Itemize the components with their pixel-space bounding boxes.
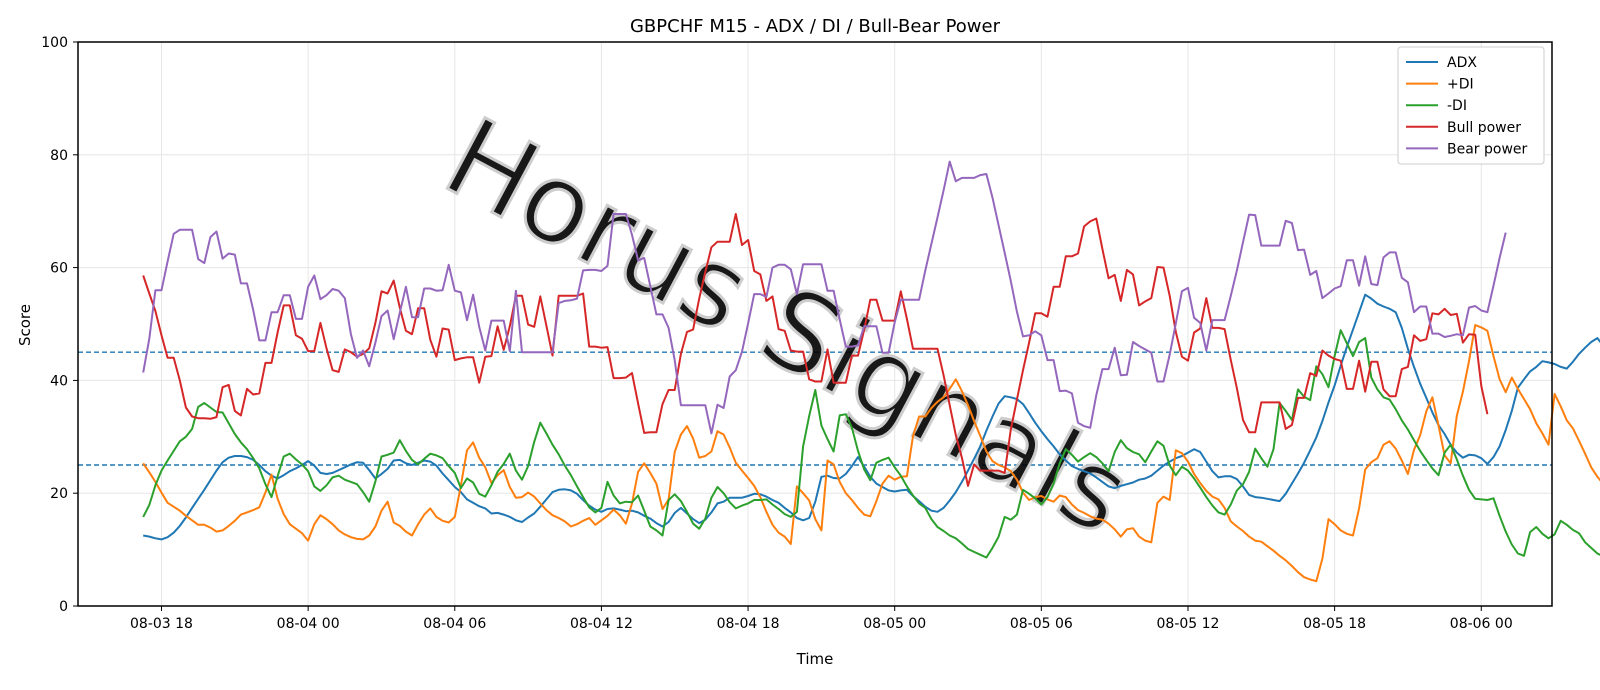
y-tick-label: 100 <box>41 35 68 51</box>
legend-label: -DI <box>1447 98 1467 114</box>
legend-label: Bear power <box>1447 141 1528 157</box>
x-axis-ticks: 08-03 18 08-04 00 08-04 06 08-04 12 08-04 18… <box>130 606 1513 632</box>
legend-items: ADX +DI -DI Bull power Bear power <box>1406 55 1528 157</box>
y-tick-label: 80 <box>50 148 68 164</box>
x-tick-label: 08-05 12 <box>1157 616 1220 632</box>
x-tick-label: 08-03 18 <box>130 616 193 632</box>
y-axis-ticks: 0 20 40 60 80 100 <box>41 35 78 615</box>
x-tick-label: 08-05 06 <box>1010 616 1073 632</box>
series-line-bear-power <box>142 160 1507 435</box>
y-tick-label: 60 <box>50 261 68 277</box>
legend-label: Bull power <box>1447 120 1521 136</box>
x-tick-label: 08-05 18 <box>1303 616 1366 632</box>
x-tick-label: 08-05 00 <box>863 616 926 632</box>
legend-box <box>1397 46 1545 165</box>
y-tick-label: 0 <box>59 599 68 615</box>
y-axis-label: Score <box>16 304 34 346</box>
plot-frame <box>77 41 1553 607</box>
series-line-di <box>142 329 1600 559</box>
legend-label: ADX <box>1447 55 1477 71</box>
series-layer <box>142 160 1600 583</box>
x-tick-label: 08-04 00 <box>277 616 340 632</box>
legend: ADX +DI -DI Bull power Bear power <box>1397 46 1545 165</box>
x-axis-label: Time <box>796 650 834 668</box>
x-tick-label: 08-04 06 <box>423 616 486 632</box>
x-tick-label: 08-04 12 <box>570 616 633 632</box>
y-tick-label: 20 <box>50 486 68 502</box>
legend-label: +DI <box>1447 77 1474 93</box>
series-line-bull-power <box>142 213 1489 487</box>
x-tick-label: 08-04 18 <box>717 616 780 632</box>
reference-lines <box>78 351 1552 466</box>
series-line-di <box>142 324 1600 583</box>
series-line-adx <box>143 293 1600 541</box>
x-tick-label: 08-06 00 <box>1450 616 1513 632</box>
chart-title: GBPCHF M15 - ADX / DI / Bull-Bear Power <box>630 16 1001 37</box>
y-tick-label: 40 <box>50 373 68 389</box>
